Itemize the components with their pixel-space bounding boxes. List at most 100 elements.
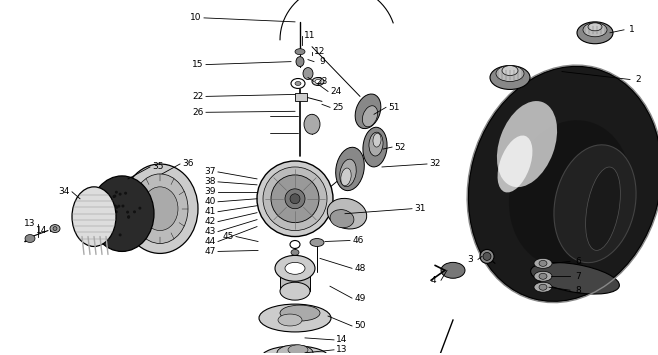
Circle shape (257, 161, 333, 236)
Ellipse shape (122, 164, 198, 253)
Ellipse shape (468, 66, 658, 302)
Ellipse shape (117, 225, 120, 228)
Ellipse shape (72, 187, 116, 246)
Ellipse shape (303, 67, 313, 80)
Ellipse shape (369, 132, 383, 156)
Text: 45: 45 (222, 232, 234, 241)
Ellipse shape (534, 271, 552, 281)
Text: 22: 22 (192, 92, 203, 101)
Text: 32: 32 (429, 159, 441, 169)
Text: 1: 1 (629, 25, 635, 34)
Text: 6: 6 (575, 257, 581, 266)
Text: 7: 7 (575, 272, 581, 281)
Text: 8: 8 (575, 286, 581, 295)
Text: 40: 40 (205, 197, 216, 206)
Circle shape (290, 194, 300, 204)
Text: 42: 42 (205, 217, 216, 226)
Ellipse shape (259, 304, 331, 332)
Text: 38: 38 (204, 178, 216, 186)
Ellipse shape (50, 225, 60, 233)
Text: 37: 37 (204, 168, 216, 176)
Ellipse shape (128, 211, 131, 214)
Ellipse shape (327, 198, 367, 229)
Ellipse shape (115, 208, 118, 211)
Ellipse shape (363, 127, 387, 167)
Ellipse shape (502, 66, 518, 76)
Ellipse shape (373, 133, 381, 147)
Text: 24: 24 (330, 87, 342, 96)
Bar (280, 273, 310, 291)
Ellipse shape (132, 205, 135, 208)
Text: 13: 13 (336, 345, 347, 354)
Text: 49: 49 (354, 294, 366, 303)
Ellipse shape (586, 167, 620, 250)
Ellipse shape (577, 22, 613, 44)
Ellipse shape (125, 213, 128, 216)
Text: 25: 25 (332, 103, 343, 112)
Text: 31: 31 (415, 204, 426, 213)
Ellipse shape (534, 282, 552, 292)
Ellipse shape (588, 23, 602, 31)
Text: 51: 51 (388, 103, 400, 112)
Ellipse shape (295, 82, 301, 86)
Ellipse shape (122, 212, 125, 214)
Ellipse shape (277, 345, 313, 355)
Ellipse shape (490, 66, 530, 89)
Text: 14: 14 (36, 226, 47, 235)
Ellipse shape (310, 239, 324, 246)
Ellipse shape (296, 57, 304, 67)
Ellipse shape (295, 49, 305, 55)
Ellipse shape (363, 106, 378, 127)
Text: 2: 2 (635, 75, 641, 84)
Ellipse shape (288, 345, 308, 355)
Text: 36: 36 (182, 159, 193, 169)
Text: 13: 13 (24, 219, 36, 228)
Ellipse shape (126, 196, 129, 198)
Text: 50: 50 (354, 322, 366, 331)
Ellipse shape (539, 273, 547, 279)
Text: 23: 23 (316, 77, 328, 86)
Ellipse shape (341, 168, 351, 186)
Ellipse shape (496, 66, 524, 82)
Text: 48: 48 (354, 264, 366, 273)
Ellipse shape (539, 284, 547, 290)
Ellipse shape (315, 80, 321, 83)
Ellipse shape (261, 346, 329, 355)
Text: 26: 26 (192, 108, 204, 117)
Ellipse shape (539, 260, 547, 266)
Ellipse shape (90, 176, 154, 251)
Text: 34: 34 (59, 187, 70, 196)
Ellipse shape (497, 136, 532, 192)
Ellipse shape (104, 216, 107, 219)
Ellipse shape (583, 23, 607, 37)
Ellipse shape (509, 120, 631, 267)
Ellipse shape (336, 147, 365, 191)
Ellipse shape (291, 250, 299, 255)
Ellipse shape (355, 94, 381, 129)
Text: 46: 46 (352, 236, 364, 245)
Ellipse shape (25, 235, 35, 242)
Ellipse shape (330, 209, 354, 228)
Text: 47: 47 (205, 247, 216, 256)
Text: 52: 52 (394, 143, 406, 152)
Ellipse shape (312, 77, 324, 86)
Ellipse shape (142, 187, 178, 230)
Ellipse shape (497, 101, 557, 187)
Text: 35: 35 (152, 163, 164, 171)
Text: 14: 14 (336, 335, 347, 344)
Text: 15: 15 (192, 60, 204, 69)
Ellipse shape (534, 258, 552, 268)
Ellipse shape (117, 223, 120, 226)
Ellipse shape (123, 203, 126, 206)
Ellipse shape (480, 250, 494, 263)
Ellipse shape (129, 213, 132, 215)
Ellipse shape (122, 207, 124, 210)
Ellipse shape (132, 174, 188, 244)
Ellipse shape (53, 226, 57, 230)
Text: 44: 44 (205, 237, 216, 246)
Ellipse shape (304, 114, 320, 134)
Ellipse shape (124, 205, 128, 208)
Ellipse shape (278, 314, 302, 326)
Text: 41: 41 (205, 207, 216, 216)
Ellipse shape (285, 262, 305, 274)
